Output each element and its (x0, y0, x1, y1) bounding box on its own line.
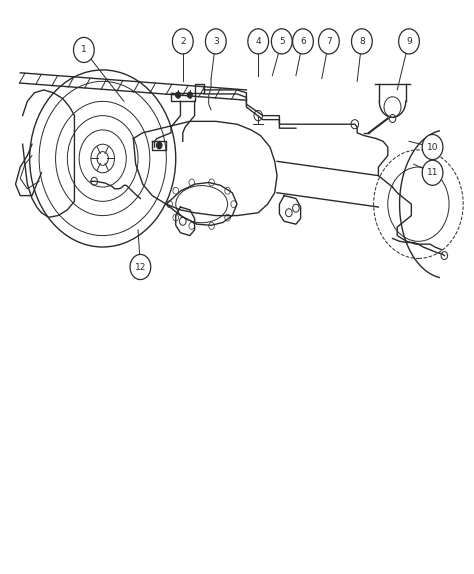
Circle shape (292, 29, 313, 54)
Text: 12: 12 (135, 262, 146, 272)
Circle shape (248, 29, 269, 54)
Text: 10: 10 (427, 142, 438, 152)
Circle shape (173, 29, 193, 54)
Circle shape (272, 29, 292, 54)
Text: 3: 3 (213, 37, 219, 46)
Text: 11: 11 (427, 168, 438, 177)
Circle shape (352, 29, 372, 54)
Circle shape (156, 141, 163, 149)
Text: 7: 7 (326, 37, 332, 46)
Text: 8: 8 (359, 37, 365, 46)
Text: 6: 6 (300, 37, 306, 46)
Text: 4: 4 (255, 37, 261, 46)
Circle shape (422, 160, 443, 185)
Circle shape (422, 134, 443, 160)
Text: 2: 2 (180, 37, 186, 46)
Circle shape (176, 92, 181, 98)
Circle shape (73, 37, 94, 63)
Circle shape (319, 29, 339, 54)
Text: 1: 1 (81, 45, 87, 55)
Circle shape (399, 29, 419, 54)
Circle shape (130, 254, 151, 280)
Circle shape (188, 92, 192, 98)
Circle shape (205, 29, 226, 54)
Text: 9: 9 (406, 37, 412, 46)
Text: 5: 5 (279, 37, 285, 46)
